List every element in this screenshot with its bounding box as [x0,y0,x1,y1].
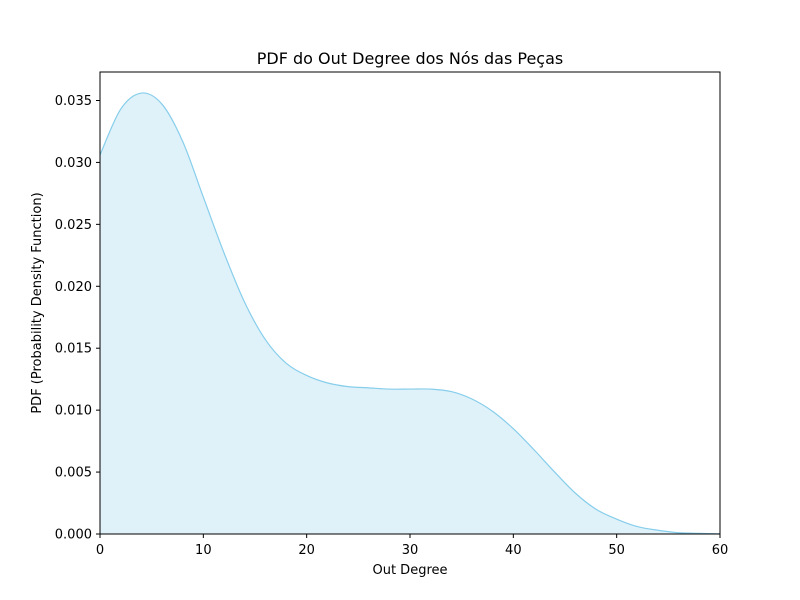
density-curve [99,92,721,535]
x-tick-label: 20 [298,543,315,558]
x-tick-label: 10 [195,543,212,558]
y-tick-label: 0.015 [55,342,92,357]
y-tick-label: 0.020 [55,280,92,295]
y-tick-label: 0.030 [55,156,92,171]
y-tick-label: 0.035 [55,94,92,109]
y-tick-label: 0.010 [55,404,92,419]
y-axis-title: PDF (Probability Density Function) [30,192,45,413]
x-tick-label: 40 [505,543,522,558]
axes: 0 10 20 30 40 50 60 0.000 0.005 0.010 0.015 0.020 0.… [55,71,729,558]
x-tick-label: 60 [712,543,729,558]
y-tick-label: 0.000 [55,528,92,543]
y-tick-label: 0.025 [55,218,92,233]
density-area-fill [100,92,720,534]
x-tick-label: 0 [96,543,104,558]
x-tick-label: 50 [608,543,625,558]
y-tick-label: 0.005 [55,466,92,481]
plot-area [99,92,721,535]
x-axis-title: Out Degree [372,563,447,578]
x-tick-label: 30 [402,543,419,558]
chart-title: PDF do Out Degree dos Nós das Peças [257,49,564,68]
